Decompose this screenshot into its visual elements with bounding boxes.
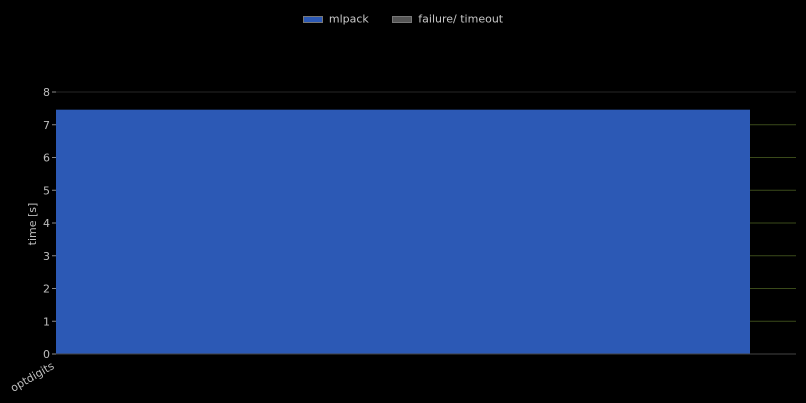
y-tick-label-3: 3 (43, 250, 50, 263)
y-tick-label-2: 2 (43, 283, 50, 296)
bars (56, 109, 750, 354)
legend-item-failure[interactable]: failure/ timeout (392, 12, 503, 26)
legend: mlpack failure/ timeout (0, 12, 806, 26)
legend-swatch-mlpack (302, 15, 323, 23)
x-tick-label-optdigits: optdigits (8, 359, 56, 394)
bar-optdigits-mlpack[interactable] (56, 109, 750, 354)
legend-label-mlpack: mlpack (328, 12, 369, 26)
y-tick-label-7: 7 (43, 119, 50, 132)
y-tick-label-0: 0 (43, 348, 50, 361)
y-tick-label-5: 5 (43, 184, 50, 197)
y-tick-label-1: 1 (43, 315, 50, 328)
legend-item-mlpack[interactable]: mlpack (302, 12, 369, 26)
y-tick-label-4: 4 (43, 217, 50, 230)
legend-label-failure: failure/ timeout (418, 12, 504, 26)
legend-swatch-failure (392, 15, 413, 23)
y-tick-label-8: 8 (43, 86, 50, 99)
y-tick-label-6: 6 (43, 152, 50, 165)
y-axis-label: time [s] (26, 203, 39, 246)
